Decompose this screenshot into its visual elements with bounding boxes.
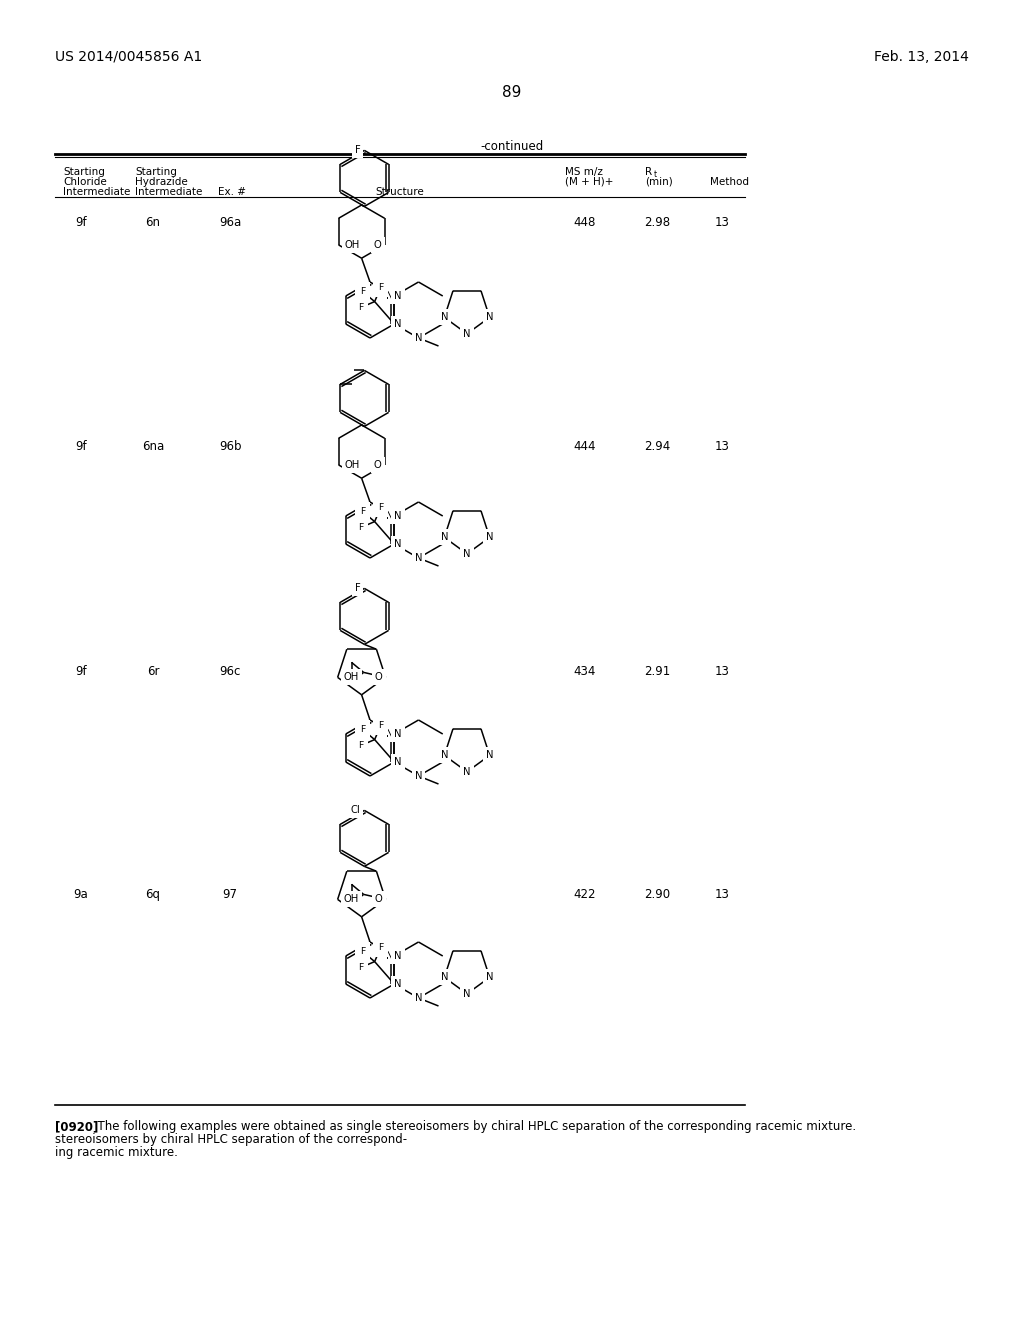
Text: N: N [440,973,449,982]
Text: N: N [394,729,401,739]
Text: 9a: 9a [74,888,88,902]
Text: Feb. 13, 2014: Feb. 13, 2014 [874,50,969,63]
Text: Chloride: Chloride [63,177,106,187]
Text: N: N [440,750,449,760]
Text: 13: 13 [715,440,729,453]
Text: Structure: Structure [376,187,424,197]
Text: The following examples were obtained as single stereoisomers by chiral HPLC sepa: The following examples were obtained as … [90,1119,856,1133]
Text: OH: OH [344,672,358,682]
Text: O: O [374,240,382,249]
Text: Intermediate: Intermediate [135,187,203,197]
Text: N: N [394,290,401,301]
Text: 2.90: 2.90 [644,888,670,902]
Text: N: N [463,549,471,558]
Text: 96a: 96a [219,216,241,228]
Text: US 2014/0045856 A1: US 2014/0045856 A1 [55,50,203,63]
Text: [0920]: [0920] [55,1119,98,1133]
Text: N: N [415,993,422,1003]
Text: N: N [485,973,494,982]
Text: N: N [415,553,422,564]
Text: F: F [358,741,364,750]
Text: 96b: 96b [219,440,242,453]
Text: Ex. #: Ex. # [218,187,246,197]
Text: 89: 89 [503,84,521,100]
Text: F: F [360,725,366,734]
Text: O: O [375,895,383,904]
Text: N: N [386,511,393,521]
Text: N: N [463,989,471,999]
Text: OH: OH [344,459,359,470]
Text: Cl: Cl [350,805,360,816]
Text: 2.91: 2.91 [644,665,670,678]
Text: 96c: 96c [219,665,241,678]
Text: (M + H)+: (M + H)+ [565,177,613,187]
Text: F: F [360,286,366,296]
Text: N: N [394,979,401,989]
Text: OH: OH [344,240,359,249]
Text: F: F [358,523,364,532]
Text: O: O [374,459,382,470]
Text: R: R [645,168,652,177]
Text: N: N [415,771,422,781]
Text: 422: 422 [573,888,596,902]
Text: 444: 444 [573,440,596,453]
Text: F: F [378,503,383,512]
Text: N: N [394,319,401,329]
Text: N: N [463,329,471,339]
Text: F: F [378,721,383,730]
Text: N: N [440,532,449,543]
Text: Method: Method [710,177,749,187]
Text: N: N [394,539,401,549]
Text: 6n: 6n [145,216,161,228]
Text: N: N [394,756,401,767]
Text: N: N [485,750,494,760]
Text: t: t [654,170,657,180]
Text: F: F [358,304,364,312]
Text: F: F [358,964,364,972]
Text: N: N [440,313,449,322]
Text: F: F [354,583,360,594]
Text: O: O [375,672,383,682]
Text: 6na: 6na [142,440,164,453]
Text: N: N [386,290,393,301]
Text: 6q: 6q [145,888,161,902]
Text: 2.94: 2.94 [644,440,670,453]
Text: N: N [386,729,393,739]
Text: 434: 434 [573,665,596,678]
Text: 13: 13 [715,665,729,678]
Text: F: F [360,507,366,516]
Text: Starting: Starting [63,168,104,177]
Text: MS m/z: MS m/z [565,168,603,177]
Text: Intermediate: Intermediate [63,187,130,197]
Text: N: N [394,511,401,521]
Text: N: N [415,333,422,343]
Text: Starting: Starting [135,168,177,177]
Text: 97: 97 [222,888,238,902]
Text: 13: 13 [715,216,729,228]
Text: 9f: 9f [75,440,87,453]
Text: stereoisomers by chiral HPLC separation of the correspond-: stereoisomers by chiral HPLC separation … [55,1133,408,1146]
Text: 9f: 9f [75,665,87,678]
Text: F: F [354,145,360,156]
Text: F: F [378,282,383,292]
Text: 9f: 9f [75,216,87,228]
Text: N: N [394,950,401,961]
Text: F: F [378,942,383,952]
Text: N: N [485,313,494,322]
Text: F: F [360,948,366,956]
Text: OH: OH [344,895,358,904]
Text: 448: 448 [573,216,596,228]
Text: N: N [386,950,393,961]
Text: 2.98: 2.98 [644,216,670,228]
Text: 13: 13 [715,888,729,902]
Text: (min): (min) [645,177,673,187]
Text: -continued: -continued [480,140,544,153]
Text: N: N [485,532,494,543]
Text: ing racemic mixture.: ing racemic mixture. [55,1146,178,1159]
Text: 6r: 6r [146,665,160,678]
Text: N: N [463,767,471,776]
Text: Hydrazide: Hydrazide [135,177,187,187]
